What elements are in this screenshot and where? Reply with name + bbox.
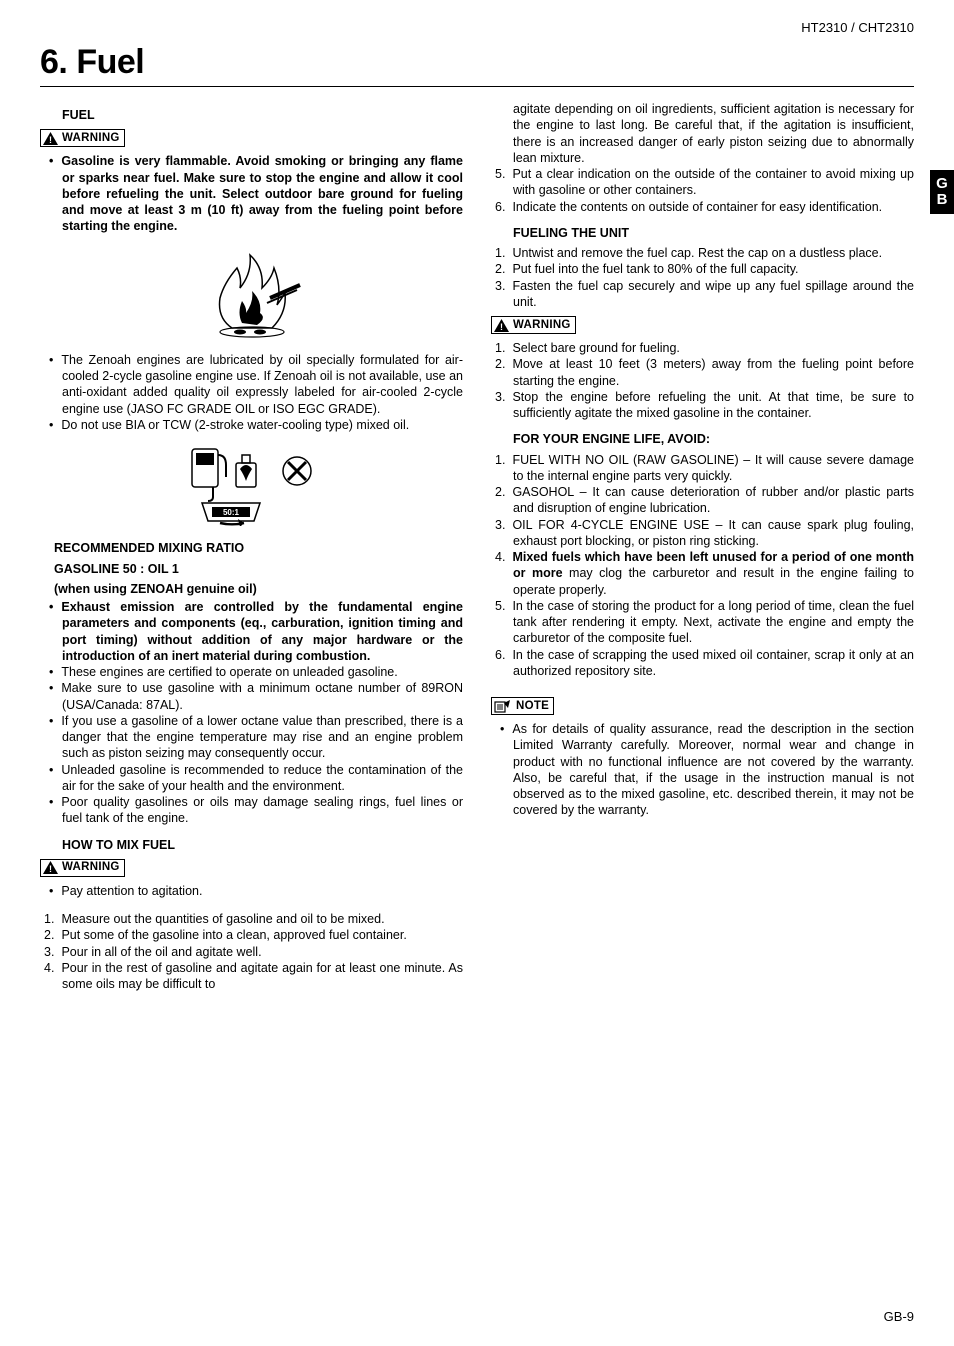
page-number: GB-9 [884,1309,914,1324]
list-item: In the case of scrapping the used mixed … [491,647,914,680]
list-item: Measure out the quantities of gasoline a… [40,911,463,927]
bullet-item: Poor quality gasolines or oils may damag… [40,794,463,827]
note-badge: NOTE [491,697,554,715]
list-item: Untwist and remove the fuel cap. Rest th… [491,245,914,261]
engine-oil-list: The Zenoah engines are lubricated by oil… [40,352,463,433]
bullet-item: Gasoline is very flammable. Avoid smokin… [40,153,463,234]
svg-text:!: ! [49,135,52,145]
note-list: As for details of quality assurance, rea… [491,721,914,819]
bullet-item: Make sure to use gasoline with a minimum… [40,680,463,713]
continuation-paragraph: agitate depending on oil ingredients, su… [491,101,914,166]
list-item: Mixed fuels which have been left unused … [491,549,914,598]
chapter-rule [40,86,914,87]
fire-hazard-icon [192,243,312,338]
list-item: Put some of the gasoline into a clean, a… [40,927,463,943]
gasoline-warning-list: Gasoline is very flammable. Avoid smokin… [40,153,463,234]
bullet-item: Pay attention to agitation. [40,883,463,899]
avoid-heading: FOR YOUR ENGINE LIFE, AVOID: [513,431,914,447]
warning-label: WARNING [62,860,120,875]
bullet-item: The Zenoah engines are lubricated by oil… [40,352,463,417]
bullet-item: These engines are certified to operate o… [40,664,463,680]
list-item: Put fuel into the fuel tank to 80% of th… [491,261,914,277]
fire-figure [40,243,463,342]
note-label: NOTE [516,699,549,714]
list-item: Select bare ground for fueling. [491,340,914,356]
warning-triangle-icon: ! [43,861,58,874]
svg-text:!: ! [500,322,503,332]
side-tab-line2: B [936,192,948,208]
bullet-item: As for details of quality assurance, rea… [491,721,914,819]
bullet-item: If you use a gasoline of a lower octane … [40,713,463,762]
warning-triangle-icon: ! [43,132,58,145]
side-language-tab: G B [930,170,954,214]
list-item: Pour in all of the oil and agitate well. [40,944,463,960]
mix-ratio-heading-2: GASOLINE 50 : OIL 1 [54,561,463,577]
right-column: agitate depending on oil ingredients, su… [491,101,914,1000]
mix-ratio-heading-3: (when using ZENOAH genuine oil) [54,581,463,597]
list-item: GASOHOL – It can cause deterioration of … [491,484,914,517]
fuel-mix-icon: 50:1 [182,441,322,526]
header-model: HT2310 / CHT2310 [40,20,914,35]
bullet-item: Unleaded gasoline is recommended to redu… [40,762,463,795]
mixing-figure: 50:1 [40,441,463,530]
fueling-warn-list: Select bare ground for fueling. Move at … [491,340,914,421]
side-tab-line1: G [936,176,948,192]
list-item: Indicate the contents on outside of cont… [491,199,914,215]
avoid-list: FUEL WITH NO OIL (RAW GASOLINE) – It wil… [491,452,914,680]
warning-badge: ! WARNING [40,129,125,147]
chapter-title: 6. Fuel [40,43,914,82]
how-to-mix-heading: HOW TO MIX FUEL [62,837,463,853]
warning-triangle-icon: ! [494,319,509,332]
warning-badge: ! WARNING [40,859,125,877]
bullet-item: Exhaust emission are controlled by the f… [40,599,463,664]
list-item: Pour in the rest of gasoline and agitate… [40,960,463,993]
mix-steps-list: Measure out the quantities of gasoline a… [40,911,463,992]
list-item: Stop the engine before refueling the uni… [491,389,914,422]
list-item: In the case of storing the product for a… [491,598,914,647]
list-item: OIL FOR 4-CYCLE ENGINE USE – It can caus… [491,517,914,550]
mix-steps-continued: Put a clear indication on the outside of… [491,166,914,215]
fueling-unit-heading: FUELING THE UNIT [513,225,914,241]
chapter-name: Fuel [76,43,144,81]
content-columns: FUEL ! WARNING Gasoline is very flammabl… [40,101,914,1000]
chapter-num: 6. [40,43,67,81]
list-item: Move at least 10 feet (3 meters) away fr… [491,356,914,389]
svg-text:!: ! [49,864,52,874]
fueling-steps-list: Untwist and remove the fuel cap. Rest th… [491,245,914,310]
agitation-list: Pay attention to agitation. [40,883,463,899]
warning-badge: ! WARNING [491,316,576,334]
avoid-4-rest: may clog the carburetor and result in th… [513,566,914,596]
list-item: Put a clear indication on the outside of… [491,166,914,199]
svg-text:50:1: 50:1 [222,508,239,517]
list-item: Fasten the fuel cap securely and wipe up… [491,278,914,311]
warning-label: WARNING [513,318,571,333]
list-item: FUEL WITH NO OIL (RAW GASOLINE) – It wil… [491,452,914,485]
note-icon [494,700,512,713]
mix-ratio-heading-1: RECOMMENDED MIXING RATIO [54,540,463,556]
warning-label: WARNING [62,131,120,146]
left-column: FUEL ! WARNING Gasoline is very flammabl… [40,101,463,1000]
emission-list: Exhaust emission are controlled by the f… [40,599,463,827]
bullet-item: Do not use BIA or TCW (2-stroke water-co… [40,417,463,433]
fuel-heading: FUEL [62,107,463,123]
